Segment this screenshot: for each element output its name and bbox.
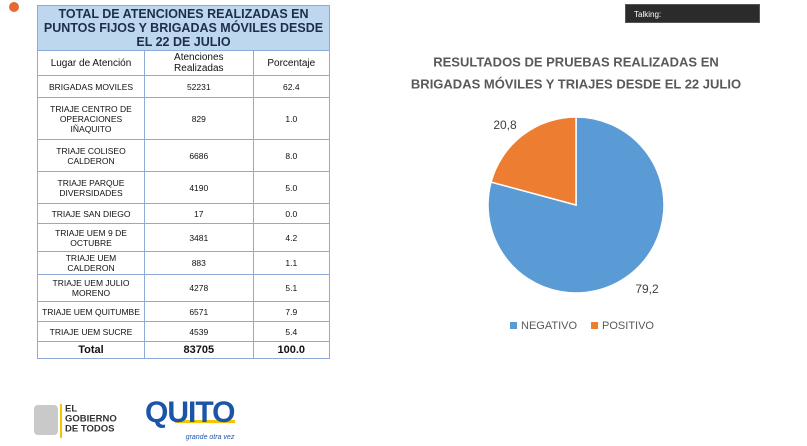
table-row: TRIAJE COLISEO CALDERON 6686 8.0 (37, 139, 331, 172)
table-cell: TRIAJE PARQUE DIVERSIDADES (37, 171, 145, 204)
table-row: TRIAJE UEM CALDERON 883 1.1 (37, 251, 331, 275)
table-cell: TRIAJE COLISEO CALDERON (37, 139, 145, 172)
table-cell: 17 (144, 203, 254, 224)
table-cell: 6686 (144, 139, 254, 172)
table-row: TRIAJE UEM SUCRE 4539 5.4 (37, 321, 331, 342)
city-logo: QUITO (145, 396, 235, 429)
gov-logo-text: EL (65, 404, 77, 415)
table-cell: TRIAJE UEM JULIO MORENO (37, 274, 145, 302)
table-cell: 4539 (144, 321, 254, 342)
legend-swatch (591, 322, 599, 329)
table-title: TOTAL DE ATENCIONES REALIZADAS EN PUNTOS… (37, 5, 330, 51)
table-cell: 829 (144, 97, 254, 140)
table-cell: 62.4 (252, 75, 331, 98)
emblem (34, 405, 58, 435)
legend-label: POSITIVO (602, 320, 654, 332)
chart-title: BRIGADAS MÓVILES Y TRIAJES DESDE EL 22 J… (411, 76, 741, 91)
table-cell: TRIAJE UEM SUCRE (37, 321, 145, 342)
title-row: TOTAL DE ATENCIONES REALIZADAS EN PUNTOS… (37, 5, 330, 51)
table-cell: 4190 (144, 171, 254, 204)
data-label: 20,8 (493, 118, 517, 132)
table-cell: 6571 (144, 301, 254, 322)
table-cell: 5.1 (252, 274, 331, 302)
table-cell: TRIAJE UEM QUITUMBE (37, 301, 145, 322)
gov-logo-text: GOBIERNO (65, 414, 117, 425)
chart-title: RESULTADOS DE PRUEBAS REALIZADAS EN (433, 54, 719, 69)
table-cell: 4278 (144, 274, 254, 302)
table-row: TRIAJE UEM 9 DE OCTUBRE 3481 4.2 (37, 223, 331, 252)
gov-logo-text: DE TODOS (65, 424, 114, 435)
table-cell: 0.0 (252, 203, 331, 224)
gov-logo (34, 404, 62, 438)
talking-indicator: Talking: (625, 4, 760, 23)
table-row: TRIAJE SAN DIEGO 17 0.0 (37, 203, 331, 224)
header-row: Lugar de Atención Atenciones Realizadas Po… (37, 50, 331, 76)
table-cell: 7.9 (252, 301, 331, 322)
table-row: TRIAJE CENTRO DE OPERACIONES IÑAQUITO 829… (37, 97, 331, 140)
divider (60, 404, 62, 438)
table-cell: 1.0 (252, 97, 331, 140)
table-cell: 52231 (144, 75, 254, 98)
table-cell: 1.1 (252, 251, 331, 275)
table-row: BRIGADAS MOVILES 52231 62.4 (37, 75, 331, 98)
table-cell: 5.0 (252, 171, 331, 204)
table-cell: BRIGADAS MOVILES (37, 75, 145, 98)
app-icon (9, 2, 19, 12)
table-cell: TRIAJE UEM CALDERON (37, 251, 145, 275)
table-row: TRIAJE UEM JULIO MORENO 4278 5.1 (37, 274, 331, 302)
total-cell: 83705 (144, 341, 254, 359)
table-cell: TRIAJE CENTRO DE OPERACIONES IÑAQUITO (37, 97, 145, 140)
total-cell: Total (37, 341, 145, 359)
table-row: TRIAJE UEM QUITUMBE 6571 7.9 (37, 301, 331, 322)
column-header: Atenciones Realizadas (144, 50, 254, 76)
table-cell: TRIAJE UEM 9 DE OCTUBRE (37, 223, 145, 252)
table-cell: TRIAJE SAN DIEGO (37, 203, 145, 224)
data-label: 79,2 (635, 282, 659, 296)
table-cell: 883 (144, 251, 254, 275)
pie-slice (490, 116, 577, 206)
table-cell: 4.2 (252, 223, 331, 252)
total-cell: 100.0 (252, 341, 331, 359)
legend-label: NEGATIVO (521, 320, 577, 332)
column-header: Lugar de Atención (37, 50, 145, 76)
table-row: TRIAJE PARQUE DIVERSIDADES 4190 5.0 (37, 171, 331, 204)
total-row: Total 83705 100.0 (37, 341, 331, 359)
stripe (175, 420, 235, 423)
table-cell: 8.0 (252, 139, 331, 172)
table-cell: 3481 (144, 223, 254, 252)
pie-slice (487, 116, 665, 294)
legend-swatch (510, 322, 517, 329)
table-cell: 5.4 (252, 321, 331, 342)
data-table: TOTAL DE ATENCIONES REALIZADAS EN PUNTOS… (37, 5, 331, 359)
slogan: grande otra vez (186, 434, 235, 441)
column-header: Porcentaje (252, 50, 331, 76)
quito-logo (175, 420, 235, 423)
